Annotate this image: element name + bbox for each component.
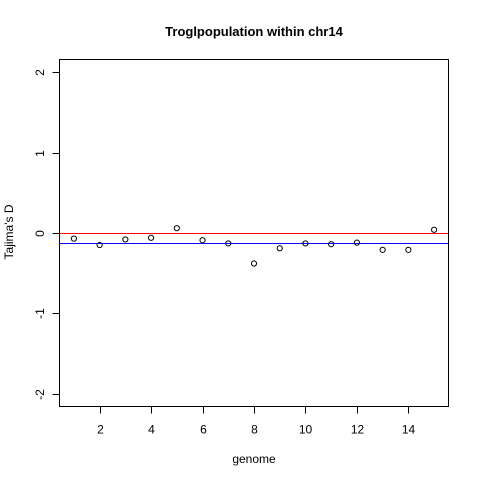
- data-point: [70, 235, 78, 242]
- x-tick-label: 10: [299, 423, 313, 437]
- x-tick-label: 8: [251, 423, 258, 437]
- data-point: [225, 240, 232, 247]
- data-point: [96, 241, 103, 249]
- plot-frame: [59, 59, 449, 407]
- x-tick-label: 4: [148, 423, 155, 437]
- data-point: [147, 234, 155, 241]
- y-axis: -2 -1 0 1 2: [33, 69, 60, 400]
- data-point: [250, 260, 258, 267]
- data-point: [353, 239, 361, 246]
- data-point: [405, 246, 412, 253]
- x-tick-label: 12: [351, 423, 365, 437]
- data-point: [173, 225, 180, 232]
- x-tick-label: 14: [402, 423, 416, 437]
- chart-title: Troglpopulation within chr14: [165, 24, 343, 39]
- y-tick-label: 0: [33, 230, 47, 237]
- y-tick-label: 1: [33, 150, 47, 157]
- y-tick-label: 2: [33, 69, 47, 76]
- x-tick-label: 6: [200, 423, 207, 437]
- reference-lines: [59, 233, 449, 244]
- data-points: [70, 225, 438, 267]
- y-tick-label: -1: [33, 308, 47, 319]
- data-point: [379, 246, 386, 253]
- x-axis-label: genome: [232, 452, 276, 466]
- data-point: [302, 240, 309, 247]
- data-point: [122, 236, 129, 243]
- data-point: [430, 226, 438, 233]
- x-axis: 2 4 6 8 10 12 14: [97, 406, 416, 437]
- data-point: [276, 245, 283, 252]
- y-tick-label: -2: [33, 389, 47, 400]
- y-axis-label: Tajima's D: [2, 204, 16, 259]
- x-tick-label: 2: [97, 423, 104, 437]
- data-point: [328, 241, 335, 248]
- data-point: [199, 237, 206, 244]
